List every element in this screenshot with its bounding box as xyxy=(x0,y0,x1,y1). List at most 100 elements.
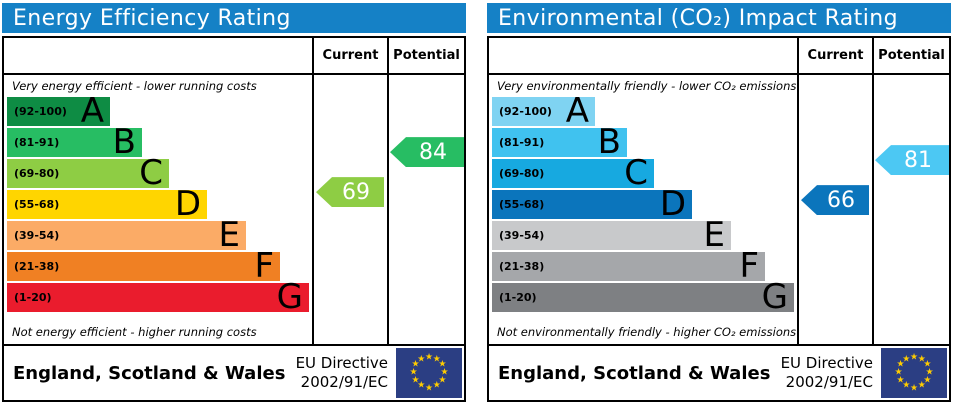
band-bar-b: (81-91) B xyxy=(492,122,627,162)
band-bar-g: (1-20) G xyxy=(7,277,309,317)
eu-star-icon: ★ xyxy=(409,367,418,378)
eu-directive-line1: EU Directive xyxy=(295,354,388,373)
footer-row: England, Scotland & Wales EU Directive 2… xyxy=(489,344,949,400)
eu-directive-line1: EU Directive xyxy=(780,354,873,373)
band-bar-c: (69-80) C xyxy=(7,153,169,193)
rating-box: Current Potential Very energy efficient … xyxy=(2,36,466,402)
eu-star-icon: ★ xyxy=(896,359,905,370)
band-letter: A xyxy=(80,91,104,131)
eu-star-icon: ★ xyxy=(411,375,420,386)
eu-star-icon: ★ xyxy=(902,354,911,365)
rating-box: Current Potential Very environmentally f… xyxy=(487,36,951,402)
band-range-label: (92-100) xyxy=(14,105,67,118)
band-row-a: (92-100) A xyxy=(7,91,312,131)
potential-rating-arrow: 84 xyxy=(390,137,464,168)
chart-area: Very energy efficient - lower running co… xyxy=(4,75,464,344)
band-range-label: (81-91) xyxy=(499,136,545,149)
rating-bands: (92-100) A (81-91) B (69-80) C (55-68) D (39… xyxy=(492,91,797,314)
band-range-label: (39-54) xyxy=(14,229,60,242)
eu-star-icon: ★ xyxy=(917,354,926,365)
column-header-row: Current Potential xyxy=(4,38,464,75)
potential-value-column: 81 xyxy=(872,75,949,344)
band-bar-g: (1-20) G xyxy=(492,280,794,314)
band-range-label: (69-80) xyxy=(499,167,545,180)
band-bar-e: (39-54) E xyxy=(492,215,731,255)
band-row-e: (39-54) E xyxy=(7,215,312,255)
bottom-caption: Not environmentally friendly - higher CO… xyxy=(497,325,797,339)
band-bar-f: (21-38) F xyxy=(492,246,765,286)
band-letter: D xyxy=(174,184,201,224)
band-row-f: (21-38) F xyxy=(7,246,312,286)
panel-title-bar: Energy Efficiency Rating xyxy=(2,3,466,33)
region-label: England, Scotland & Wales xyxy=(498,362,771,384)
band-range-label: (55-68) xyxy=(499,198,545,211)
bands-column: Very environmentally friendly - lower CO… xyxy=(489,75,797,344)
band-letter: F xyxy=(739,246,759,286)
potential-column-header: Potential xyxy=(872,38,949,73)
band-bar-b: (81-91) B xyxy=(7,122,142,162)
band-row-g: (1-20) G xyxy=(7,277,312,317)
eu-flag-icon: ★ ★ ★ ★ ★ ★ ★ ★ ★ ★ ★ ★ xyxy=(881,348,947,398)
eu-star-icon: ★ xyxy=(917,380,926,391)
band-letter: E xyxy=(218,215,240,255)
bottom-caption: Not energy efficient - higher running co… xyxy=(12,325,257,339)
eu-star-icon: ★ xyxy=(923,375,932,386)
band-row-c: (69-80) C xyxy=(7,153,312,193)
top-caption: Very environmentally friendly - lower CO… xyxy=(497,79,797,93)
eu-star-icon: ★ xyxy=(438,375,447,386)
band-letter: C xyxy=(624,153,648,193)
current-value-column: 66 xyxy=(797,75,872,344)
band-row-b: (81-91) B xyxy=(7,122,312,162)
current-rating-value: 66 xyxy=(827,187,855,213)
band-letter: C xyxy=(139,153,163,193)
current-column-header: Current xyxy=(797,38,872,73)
column-header-row: Current Potential xyxy=(489,38,949,75)
band-letter: E xyxy=(703,215,725,255)
band-row-f: (21-38) F xyxy=(492,246,797,286)
eu-star-icon: ★ xyxy=(923,359,932,370)
band-row-b: (81-91) B xyxy=(492,122,797,162)
eu-directive-line2: 2002/91/EC xyxy=(300,373,388,391)
eu-star-icon: ★ xyxy=(438,359,447,370)
eu-star-icon: ★ xyxy=(424,383,434,393)
page-title: Energy Efficiency Rating xyxy=(13,5,291,31)
eu-directive-label: EU Directive 2002/91/EC xyxy=(296,354,388,392)
band-letter: G xyxy=(276,277,303,317)
panel-title-bar: Environmental (CO₂) Impact Rating xyxy=(487,3,951,33)
band-range-label: (1-20) xyxy=(499,291,537,304)
potential-column-header: Potential xyxy=(387,38,464,73)
eu-star-icon: ★ xyxy=(909,383,919,393)
potential-rating-value: 81 xyxy=(904,147,932,173)
band-letter: B xyxy=(112,122,136,162)
band-letter: F xyxy=(254,246,274,286)
band-range-label: (69-80) xyxy=(14,167,60,180)
band-bar-f: (21-38) F xyxy=(7,246,280,286)
band-letter: B xyxy=(597,122,621,162)
footer-row: England, Scotland & Wales EU Directive 2… xyxy=(4,344,464,400)
eu-star-icon: ★ xyxy=(411,359,420,370)
eu-star-icon: ★ xyxy=(894,367,903,378)
eu-star-icon: ★ xyxy=(902,380,911,391)
page-title: Environmental (CO₂) Impact Rating xyxy=(498,5,898,31)
potential-rating-value: 84 xyxy=(419,139,447,165)
band-range-label: (21-38) xyxy=(499,260,545,273)
current-rating-arrow: 66 xyxy=(801,185,869,216)
eu-star-icon: ★ xyxy=(432,354,441,365)
environmental-impact-panel: Environmental (CO₂) Impact Rating Curren… xyxy=(487,3,951,402)
eu-flag-icon: ★ ★ ★ ★ ★ ★ ★ ★ ★ ★ ★ ★ xyxy=(396,348,462,398)
band-range-label: (21-38) xyxy=(14,260,60,273)
band-bar-d: (55-68) D xyxy=(492,187,692,221)
band-bar-d: (55-68) D xyxy=(7,184,207,224)
top-caption: Very energy efficient - lower running co… xyxy=(12,79,257,93)
rating-bands: (92-100) A (81-91) B (69-80) C (55-68) D (39… xyxy=(7,91,312,317)
potential-value-column: 84 xyxy=(387,75,464,344)
header-spacer xyxy=(489,38,797,73)
band-bar-c: (69-80) C xyxy=(492,153,654,193)
current-value-column: 69 xyxy=(312,75,387,344)
band-letter: A xyxy=(565,91,589,131)
energy-efficiency-panel: Energy Efficiency Rating Current Potenti… xyxy=(2,3,466,402)
eu-star-icon: ★ xyxy=(424,352,434,362)
eu-star-icon: ★ xyxy=(417,380,426,391)
